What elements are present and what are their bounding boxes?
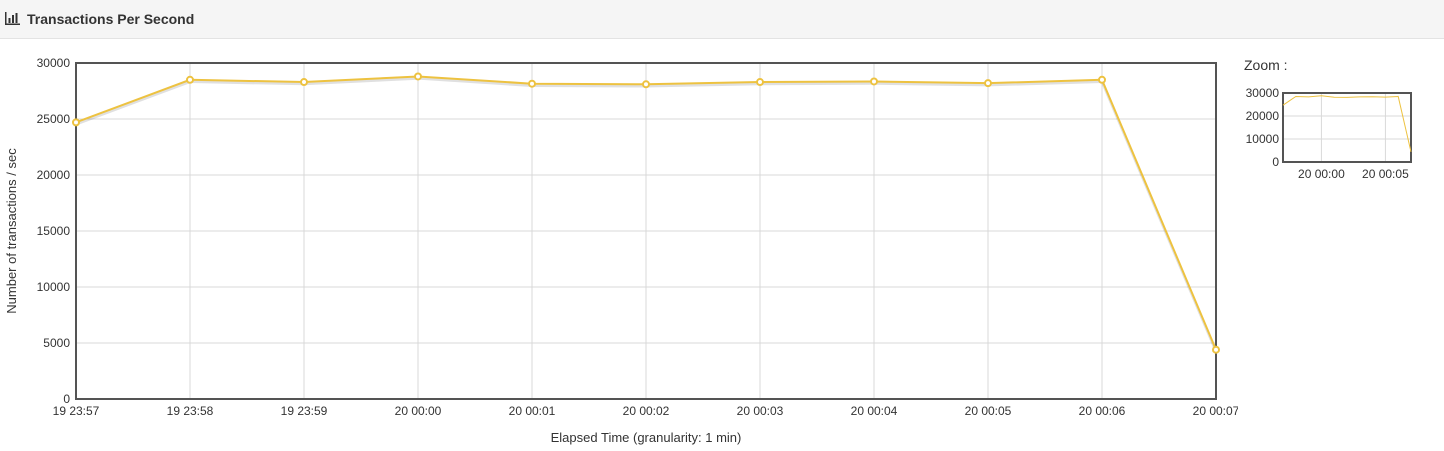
y-tick-label: 30000: [37, 56, 71, 70]
data-point[interactable]: [870, 77, 878, 86]
y-tick-label: 5000: [43, 336, 70, 350]
x-tick-label: 20 00:04: [851, 404, 898, 418]
x-tick-label: 19 23:57: [53, 404, 100, 418]
zoom-y-tick-label: 10000: [1246, 132, 1280, 146]
data-point[interactable]: [1098, 75, 1106, 84]
zoom-grid: [1283, 92, 1411, 163]
data-point[interactable]: [528, 79, 536, 88]
x-tick-label: 20 00:02: [623, 404, 670, 418]
data-point[interactable]: [984, 79, 992, 88]
zoom-plot-frame: [1282, 92, 1412, 163]
x-tick-label: 20 00:06: [1079, 404, 1126, 418]
panel-title: Transactions Per Second: [27, 11, 195, 27]
panel-header: Transactions Per Second: [0, 0, 1444, 39]
x-tick-label: 19 23:59: [281, 404, 328, 418]
zoom-y-tick-label: 30000: [1246, 86, 1280, 100]
data-point[interactable]: [72, 118, 80, 127]
data-point[interactable]: [300, 78, 308, 87]
x-tick-label: 20 00:01: [509, 404, 556, 418]
x-tick-label: 20 00:03: [737, 404, 784, 418]
zoom-x-tick-label: 20 00:00: [1298, 167, 1345, 181]
zoom-y-tick-label: 20000: [1246, 109, 1280, 123]
zoom-y-tick-label: 0: [1272, 155, 1279, 169]
y-tick-label: 0: [63, 392, 70, 406]
zoom-series-line: [1282, 95, 1412, 152]
tps-chart[interactable]: 0 5000 10000 15000 20000 25000 30000 19 23:57 19…: [0, 40, 1238, 451]
x-tick-label: 20 00:00: [395, 404, 442, 418]
x-tick-label: 20 00:07: [1193, 404, 1238, 418]
y-tick-label: 25000: [37, 112, 71, 126]
plot-frame: [75, 62, 1217, 400]
x-tick-label: 20 00:05: [965, 404, 1012, 418]
y-tick-label: 20000: [37, 168, 71, 182]
y-tick-label: 15000: [37, 224, 71, 238]
bar-chart-icon: [5, 12, 20, 25]
data-point[interactable]: [642, 80, 650, 89]
zoom-x-tick-label: 20 00:05: [1362, 167, 1409, 181]
zoom-label: Zoom :: [1244, 57, 1288, 73]
data-point[interactable]: [186, 75, 194, 84]
y-axis-label: Number of transactions / sec: [4, 148, 19, 314]
zoom-overview-chart[interactable]: 0 10000 20000 30000 20 00:00 20 00:05: [1238, 40, 1438, 200]
x-tick-label: 19 23:58: [167, 404, 214, 418]
y-tick-label: 10000: [37, 280, 71, 294]
x-axis-label: Elapsed Time (granularity: 1 min): [551, 430, 742, 445]
data-point[interactable]: [1212, 345, 1220, 354]
data-point[interactable]: [756, 78, 764, 87]
data-point[interactable]: [414, 72, 422, 81]
grid: [75, 62, 1217, 400]
